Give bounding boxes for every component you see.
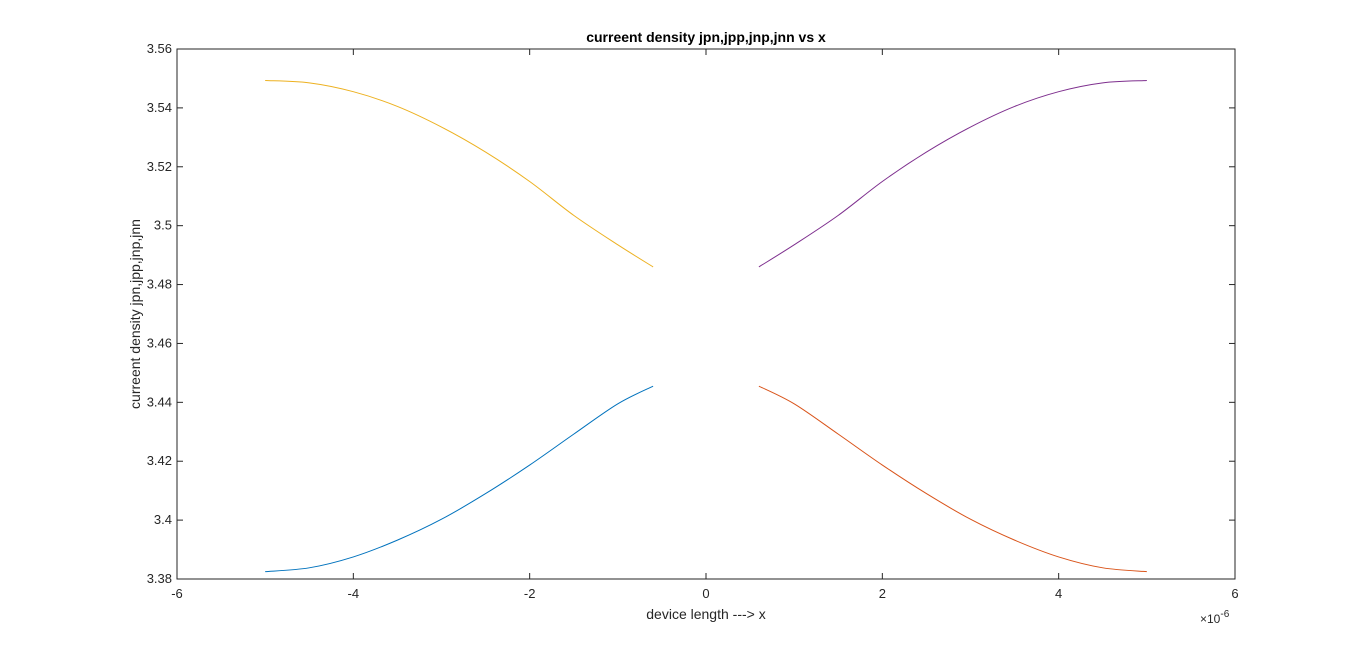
y-tick-label: 3.56 <box>147 41 172 56</box>
series-layer <box>265 80 1147 573</box>
y-tick-label: 3.48 <box>147 277 172 292</box>
x-tick-label: -6 <box>171 586 183 601</box>
x-tick-label: 0 <box>702 586 709 601</box>
x-tick-label: 2 <box>879 586 886 601</box>
x-axis-label: device length ---> x <box>646 606 765 622</box>
x-tick-label: 6 <box>1231 586 1238 601</box>
x-axis: -6 -4 -2 0 2 4 6 <box>171 49 1239 601</box>
series-line-3 <box>265 80 654 268</box>
y-axis: 3.38 3.4 3.42 3.44 3.46 3.48 3.5 3.52 3.54 3.56 <box>147 41 1235 586</box>
y-tick-label: 3.42 <box>147 453 172 468</box>
series-line-4 <box>758 80 1147 268</box>
series-line-2 <box>758 385 1147 573</box>
x-tick-label: -4 <box>348 586 360 601</box>
y-tick-label: 3.44 <box>147 394 172 409</box>
y-tick-label: 3.38 <box>147 571 172 586</box>
x-axis-exponent: ×10-6 <box>1200 609 1230 626</box>
y-tick-label: 3.54 <box>147 100 172 115</box>
y-axis-label: curreent density jpn,jpp,jnp,jnn <box>127 219 143 409</box>
x-axis-exponent-power: -6 <box>1220 609 1229 620</box>
y-tick-label: 3.52 <box>147 159 172 174</box>
y-tick-label: 3.4 <box>154 512 172 527</box>
x-tick-label: 4 <box>1055 586 1062 601</box>
y-tick-label: 3.46 <box>147 335 172 350</box>
y-tick-label: 3.5 <box>154 218 172 233</box>
x-axis-exponent-base: ×10 <box>1200 612 1221 626</box>
chart-title: curreent density jpn,jpp,jnp,jnn vs x <box>586 29 826 45</box>
series-line-1 <box>265 385 654 573</box>
x-tick-label: -2 <box>524 586 536 601</box>
